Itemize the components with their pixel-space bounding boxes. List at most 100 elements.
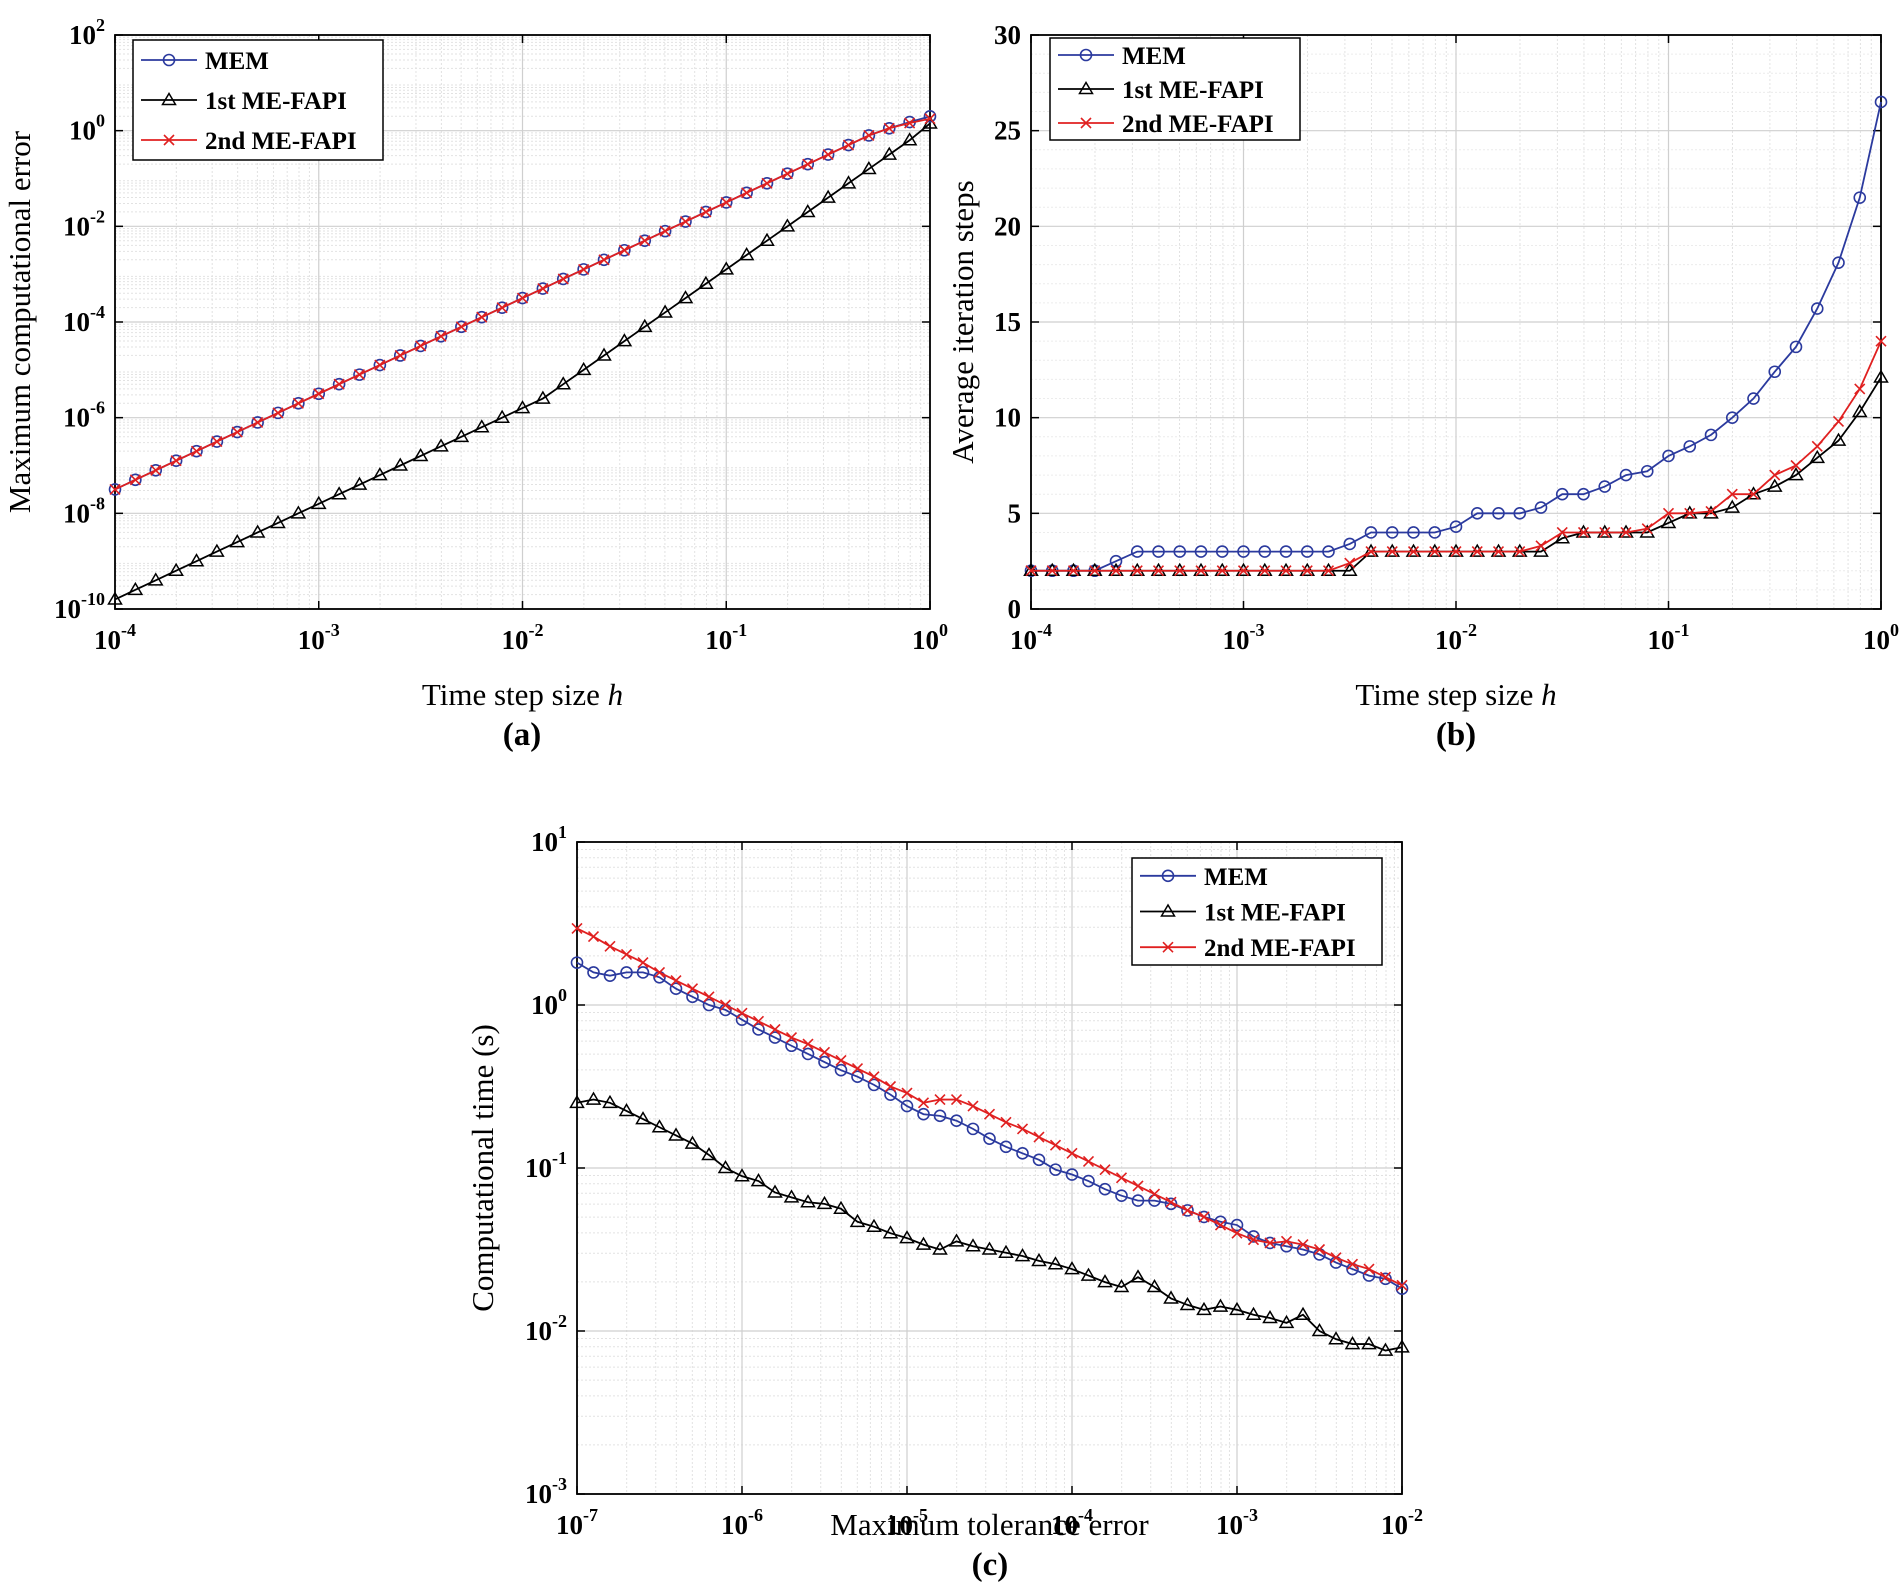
data-point: [799, 204, 816, 218]
y-tick-label: 10-2: [63, 206, 105, 241]
data-point: [1161, 869, 1175, 883]
data-point: [1394, 1339, 1410, 1353]
data-point: [475, 310, 489, 324]
data-point: [129, 474, 141, 486]
data-point: [412, 447, 429, 462]
panel-label: (a): [503, 717, 541, 753]
data-point: [833, 1200, 849, 1215]
data-point: [1330, 1252, 1342, 1264]
data-point: [1385, 526, 1399, 539]
data-point: [1301, 565, 1313, 577]
data-point: [1854, 383, 1866, 395]
data-point: [353, 368, 366, 381]
data-point: [1811, 440, 1823, 452]
data-point: [270, 514, 286, 529]
data-point: [1215, 545, 1229, 558]
data-point: [455, 321, 467, 333]
data-point: [516, 292, 529, 304]
legend: MEM 1st ME-FAPI 2nd ME-FAPI: [1049, 37, 1301, 141]
data-point: [1450, 546, 1462, 558]
data-point: [1386, 546, 1398, 558]
legend-label: 1st ME-FAPI: [205, 88, 347, 115]
data-point: [1344, 557, 1356, 569]
data-point: [700, 206, 712, 218]
data-point: [734, 1168, 750, 1182]
data-point: [781, 168, 793, 180]
data-point: [1097, 1274, 1113, 1288]
data-point: [1684, 507, 1696, 519]
data-point: [1067, 565, 1080, 577]
data-point: [1662, 507, 1675, 519]
legend-label: 1st ME-FAPI: [1204, 900, 1346, 927]
data-point: [686, 983, 699, 995]
data-point: [1705, 505, 1717, 517]
data-point: [290, 505, 307, 519]
data-point: [1082, 1174, 1095, 1188]
data-point: [1343, 537, 1357, 551]
data-point: [313, 388, 325, 400]
data-point: [659, 225, 671, 237]
data-point: [1162, 941, 1174, 953]
data-point: [851, 1070, 864, 1084]
data-point: [1130, 1269, 1146, 1283]
data-point: [1596, 524, 1613, 538]
data-point: [862, 129, 876, 142]
data-point: [636, 318, 653, 333]
legend-item: MEM: [1058, 43, 1186, 70]
data-point: [1031, 1252, 1047, 1267]
data-point: [781, 167, 794, 181]
series-line: [576, 961, 1403, 1290]
series-line: [576, 1098, 1403, 1352]
data-point: [587, 930, 600, 943]
data-point: [1725, 411, 1739, 424]
data-point: [1278, 562, 1294, 577]
data-point: [1216, 565, 1228, 577]
y-axis-label: Maximum computational error: [2, 130, 37, 513]
series-1st-me-fapi: [107, 115, 938, 605]
data-point: [679, 215, 692, 228]
data-point: [849, 1213, 866, 1228]
data-point: [415, 340, 427, 352]
data-point: [1237, 565, 1250, 577]
data-point: [668, 1127, 684, 1141]
data-point: [1000, 1116, 1012, 1128]
data-point: [738, 247, 755, 261]
data-point: [684, 1135, 701, 1149]
data-point: [834, 1063, 848, 1077]
y-tick-label: 25: [994, 116, 1021, 146]
data-point: [1556, 526, 1568, 539]
data-point: [587, 966, 600, 979]
data-point: [934, 1093, 946, 1106]
chart-panel-2: 10-4 10-3 10-2 10-1 100 0 5 10 15 20 25 30 Time step…: [945, 20, 1899, 753]
data-point: [1745, 486, 1762, 500]
data-point: [1014, 1248, 1031, 1262]
data-point: [149, 463, 163, 477]
data-point: [1150, 562, 1167, 577]
legend-item: 2nd ME-FAPI: [1058, 111, 1274, 138]
data-point: [701, 1146, 717, 1161]
data-point: [1832, 415, 1845, 428]
data-point: [1065, 1168, 1079, 1181]
data-point: [251, 416, 264, 429]
data-point: [1152, 545, 1165, 558]
data-point: [1086, 562, 1103, 577]
data-point: [1193, 562, 1209, 577]
data-point: [1396, 1279, 1408, 1291]
data-point: [1620, 526, 1632, 539]
data-point: [639, 235, 651, 247]
data-point: [209, 543, 225, 557]
data-point: [602, 1094, 618, 1109]
data-point: [1080, 1267, 1097, 1281]
data-point: [1108, 562, 1124, 577]
data-point: [1066, 1147, 1078, 1159]
data-point: [698, 275, 714, 290]
x-tick-label: 10-2: [1435, 620, 1477, 655]
data-point: [658, 224, 672, 238]
data-point: [188, 553, 205, 567]
data-point: [1044, 562, 1061, 577]
y-tick-label: 100: [531, 985, 567, 1020]
x-tick-label: 100: [912, 620, 948, 655]
y-tick-label: 10-8: [63, 493, 105, 528]
data-point: [536, 282, 550, 295]
legend-item: MEM: [1140, 864, 1268, 891]
